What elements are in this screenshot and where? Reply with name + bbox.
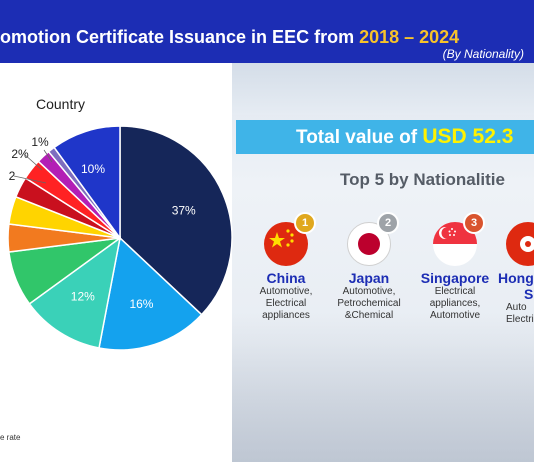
country-card-china: 1 China Automotive, Electrical appliances bbox=[243, 212, 329, 322]
footnote: e rate bbox=[0, 433, 21, 442]
country-name: China bbox=[266, 270, 306, 286]
pie-slice bbox=[28, 236, 122, 349]
header-banner: omotion Certificate Issuance in EEC from… bbox=[0, 0, 534, 63]
japan-flag-icon bbox=[347, 222, 391, 266]
page-subtitle: (By Nationality) bbox=[442, 47, 524, 61]
leader-line bbox=[13, 175, 47, 184]
pie-data-label: 16% bbox=[129, 297, 153, 311]
country-industries: Electrical appliances, Automotive bbox=[429, 286, 481, 321]
country-card-hongkong: Hong S AutoElectrical bbox=[494, 222, 534, 326]
country-name: Japan bbox=[348, 270, 390, 286]
top5-title: Top 5 by Nationalitie bbox=[340, 170, 505, 189]
country-industries: AutoElectrical bbox=[506, 302, 534, 325]
country-card-japan: 2 Japan Automotive, Petrochemical &Chemica… bbox=[326, 212, 412, 322]
rank-3-medal-icon: 3 bbox=[463, 212, 485, 234]
pie-data-label: 37% bbox=[172, 203, 196, 217]
year-range: 2018 – 2024 bbox=[359, 27, 460, 47]
page-title: omotion Certificate Issuance in EEC from… bbox=[0, 27, 460, 47]
country-name: Singapore bbox=[420, 270, 490, 286]
pie-slice bbox=[119, 125, 233, 316]
pie-data-label: 2% bbox=[11, 147, 29, 161]
total-value-bar: Total value of USD 52.3 bbox=[236, 120, 534, 154]
hongkong-flag-icon bbox=[506, 222, 534, 266]
rank-1-medal-icon: 1 bbox=[294, 212, 316, 234]
country-name-line2: S bbox=[524, 286, 534, 302]
country-card-singapore: 3 Singapore Electrical appliances, Automot… bbox=[412, 212, 498, 322]
total-value-amount: USD 52.3 bbox=[422, 125, 514, 148]
total-value-text: Total value of USD 52.3 bbox=[296, 125, 514, 149]
country-industries: Automotive, Petrochemical &Chemical bbox=[337, 286, 401, 321]
country-name: Hong bbox=[498, 270, 534, 286]
pie-data-label: 2 bbox=[9, 169, 16, 183]
pie-data-label: 12% bbox=[71, 290, 95, 304]
leader-line bbox=[23, 153, 43, 171]
pie-data-label: 1% bbox=[31, 135, 49, 149]
chart-title: Country bbox=[36, 96, 86, 112]
rank-2-medal-icon: 2 bbox=[377, 212, 399, 234]
leader-line bbox=[43, 149, 53, 163]
country-industries: Automotive, Electrical appliances bbox=[259, 286, 313, 321]
pie-data-label: 10% bbox=[81, 162, 105, 176]
pie-slice bbox=[53, 125, 121, 241]
pie-slice bbox=[98, 236, 203, 351]
